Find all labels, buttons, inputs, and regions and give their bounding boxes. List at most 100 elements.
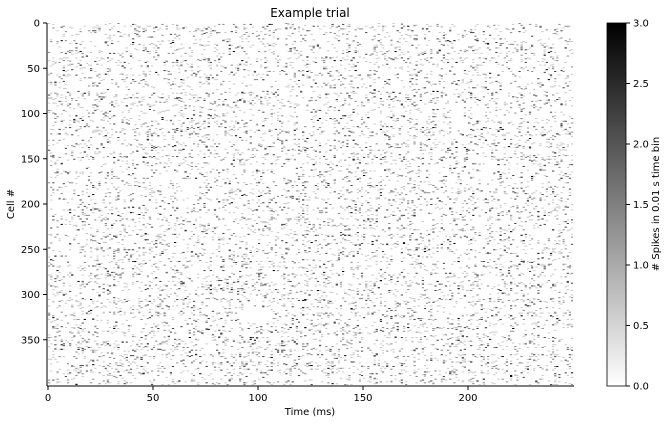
spike-cell xyxy=(482,137,485,139)
spike-cell xyxy=(497,171,500,173)
spike-cell xyxy=(295,103,299,105)
spike-cell xyxy=(180,124,183,126)
spike-cell xyxy=(405,97,408,99)
spike-cell xyxy=(106,89,110,91)
spike-cell xyxy=(405,167,408,169)
spike-cell xyxy=(157,96,160,98)
spike-cell xyxy=(171,42,175,44)
spike-cell xyxy=(222,169,225,171)
spike-cell xyxy=(77,215,80,217)
spike-cell xyxy=(209,32,212,34)
spike-cell xyxy=(518,176,521,178)
spike-cell xyxy=(413,101,416,103)
spike-cell xyxy=(396,30,399,32)
spike-cell xyxy=(337,30,341,32)
spike-cell xyxy=(104,193,107,195)
spike-cell xyxy=(87,166,91,168)
spike-cell xyxy=(472,61,475,63)
spike-cell xyxy=(138,82,141,84)
spike-cell xyxy=(331,87,334,89)
spike-cell xyxy=(291,47,294,49)
spike-cell xyxy=(150,134,154,136)
spike-cell xyxy=(539,165,542,167)
spike-cell xyxy=(180,98,183,100)
spike-cell xyxy=(73,189,76,191)
spike-cell xyxy=(352,139,355,141)
spike-cell xyxy=(241,213,244,215)
spike-cell xyxy=(570,204,574,206)
spike-cell xyxy=(438,39,441,41)
spike-cell xyxy=(365,94,368,96)
spike-cell xyxy=(268,202,271,204)
spike-cell xyxy=(75,129,78,131)
spike-cell xyxy=(125,94,128,96)
spike-cell xyxy=(348,228,351,230)
spike-cell xyxy=(289,181,292,183)
spike-cell xyxy=(176,207,179,209)
spike-cell xyxy=(150,42,154,44)
spike-cell xyxy=(245,85,248,87)
spike-cell xyxy=(371,53,374,55)
spike-cell xyxy=(281,99,284,101)
spike-cell xyxy=(171,80,175,82)
spike-cell xyxy=(176,127,179,129)
spike-cell xyxy=(218,175,221,177)
spike-cell xyxy=(184,177,187,179)
spike-cell xyxy=(79,28,82,30)
spike-cell xyxy=(272,217,275,219)
spike-cell xyxy=(346,206,349,208)
spike-cell xyxy=(92,82,95,84)
spike-cell xyxy=(415,38,418,40)
spike-cell xyxy=(316,25,320,27)
spike-cell xyxy=(325,94,328,96)
spike-cell xyxy=(339,105,343,107)
spike-cell xyxy=(237,122,240,124)
spike-cell xyxy=(169,73,173,75)
spike-cell xyxy=(92,212,95,214)
spike-cell xyxy=(360,78,364,80)
spike-cell xyxy=(339,206,343,208)
spike-cell xyxy=(157,123,160,125)
spike-cell xyxy=(531,70,534,72)
spike-cell xyxy=(398,54,401,56)
spike-cell xyxy=(161,149,164,151)
spike-cell xyxy=(283,130,286,132)
spike-cell xyxy=(308,133,311,135)
spike-cell xyxy=(402,25,406,27)
spike-cell xyxy=(447,133,450,135)
spike-cell xyxy=(117,60,120,62)
spike-cell xyxy=(306,210,309,212)
spike-cell xyxy=(157,135,160,137)
spike-cell xyxy=(398,127,401,129)
spike-cell xyxy=(297,201,301,203)
spike-cell xyxy=(447,40,450,42)
spike-cell xyxy=(161,127,164,129)
spike-cell xyxy=(348,75,351,77)
spike-cell xyxy=(348,31,351,33)
spike-cell xyxy=(337,161,341,163)
spike-cell xyxy=(497,74,500,76)
spike-cell xyxy=(287,179,290,181)
spike-cell xyxy=(113,52,116,54)
spike-cell xyxy=(442,121,446,123)
spike-cell xyxy=(209,61,212,63)
spike-cell xyxy=(230,135,233,137)
spike-cell xyxy=(293,134,296,136)
spike-cell xyxy=(222,199,225,201)
spike-cell xyxy=(119,215,122,217)
spike-cell xyxy=(566,130,569,132)
spike-cell xyxy=(174,61,177,63)
spike-cell xyxy=(192,130,196,132)
spike-cell xyxy=(62,35,65,37)
spike-cell xyxy=(415,74,418,76)
spike-cell xyxy=(369,74,372,76)
spike-cell xyxy=(453,218,456,220)
spike-cell xyxy=(325,56,328,58)
spike-cell xyxy=(499,204,502,206)
spike-cell xyxy=(388,67,391,69)
spike-cell xyxy=(568,25,572,27)
spike-cell xyxy=(270,208,273,210)
spike-cell xyxy=(50,160,53,162)
spike-cell xyxy=(356,156,359,158)
spike-cell xyxy=(415,136,418,138)
